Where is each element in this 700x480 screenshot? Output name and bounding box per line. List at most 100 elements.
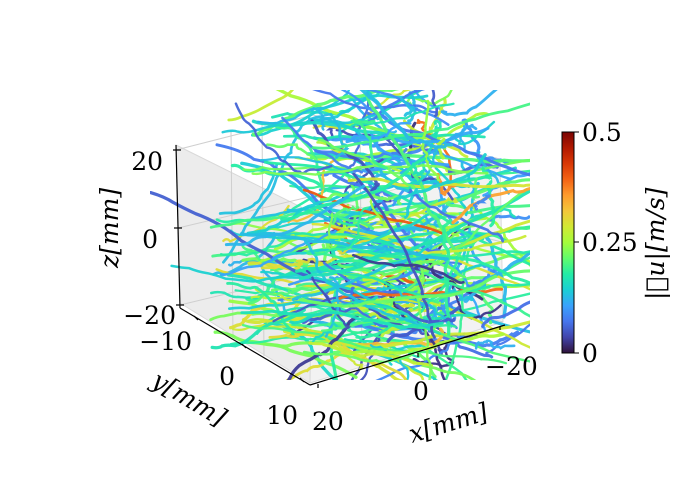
y-tick-mark [299,377,305,383]
trajectory-line [412,253,432,380]
trajectory-line [281,116,363,174]
trajectory-line [213,330,358,379]
trajectory-line [481,165,496,228]
trajectory-line [322,261,414,295]
trajectory-line [227,90,295,122]
trajectory-line [241,323,508,365]
z-tick-label: 20 [131,147,163,176]
trajectory-line [446,286,474,302]
trajectory-line [355,247,464,339]
trajectory-line [218,163,279,215]
trajectory-line [308,90,374,122]
trajectory-line [472,194,491,211]
trajectory-line [306,251,530,318]
trajectory-line [298,274,498,308]
x-tick-label: −20 [485,352,538,381]
trajectory-line [440,90,498,117]
trajectory-line [322,238,530,285]
trajectory-line [333,320,530,349]
trajectory-line [295,260,413,288]
trajectory-line [319,192,402,206]
trajectory-line [460,229,508,319]
trajectory-line [271,211,434,262]
trajectory-line [400,97,416,117]
trajectory-line [442,218,453,336]
trajectory-line [485,323,530,355]
x-tick-label: 20 [312,407,344,436]
trajectory-line [332,173,444,254]
y-tick-mark [193,315,199,321]
trajectory-line [471,177,481,202]
trajectory-line [366,90,450,126]
trajectory-line [345,293,530,349]
trajectory-line [408,162,426,193]
trajectory-line [431,90,439,117]
z-axis-label: z[mm] [95,188,124,269]
colorbar-tick-label: 0 [582,339,598,368]
trajectory-line [475,285,494,325]
trajectory-line [295,236,431,329]
trajectory-line [219,235,298,257]
trajectory-line [240,309,444,330]
trajectory-line [313,207,367,257]
trajectory-line [444,234,478,380]
trajectory-line [349,332,505,355]
trajectory-line [337,260,467,279]
trajectory-line [395,303,456,325]
trajectory-line [420,99,441,182]
trajectory-line [224,184,366,247]
trajectory-line [349,117,388,170]
trajectory-line [311,102,530,150]
trajectory-line [291,254,432,302]
trajectory-line [350,102,455,127]
colorbar-label: |⃗u|[m/s] [641,187,671,300]
trajectory-line [368,307,426,336]
trajectory-line [377,307,414,338]
x-tick-label: 0 [413,377,429,406]
trajectory-line [220,229,337,277]
trajectory-line [247,260,304,271]
trajectory-line [280,157,427,221]
trajectory-line [352,172,436,339]
trajectory-line [347,177,530,189]
trajectory-line [481,300,530,329]
trajectory-line [436,172,458,197]
trajectory-line [331,205,360,225]
y-tick-label: 0 [219,362,235,391]
trajectory-line [474,339,516,350]
trajectory-lines [150,90,530,380]
y-tick-mark [241,343,247,349]
trajectory-line [351,253,465,284]
trajectory-line [317,138,416,190]
trajectory-line [451,187,530,225]
x-axis-line [309,324,506,386]
trajectory-line [399,123,478,175]
grid-line [177,195,314,229]
trajectory-line [310,90,351,112]
trajectory-line [298,251,391,281]
trajectory-line [423,168,498,274]
tick-marks [173,149,501,388]
trajectory-line [393,153,487,202]
trajectory-line [311,222,530,291]
trajectory-line [301,306,338,324]
trajectory-line [359,90,454,149]
colorbar-tick-label: 0.5 [582,118,622,147]
trajectory-line [416,118,453,190]
z-axis-line [175,144,181,309]
trajectory-line [436,198,447,208]
trajectory-line [234,102,333,175]
z-tick-label: 0 [142,225,158,254]
trajectory-line [302,350,416,364]
y-tick-label: −10 [139,327,192,356]
y-tick-label: 10 [266,401,298,430]
trajectory-line [345,126,490,144]
colorbar-fill [561,131,575,354]
trajectory-line [251,164,489,176]
trajectory-line [364,161,413,195]
trajectory-line [170,264,412,319]
z-tick-label: −20 [123,301,176,330]
trajectory-line [210,308,306,350]
trajectory-line [256,107,326,131]
